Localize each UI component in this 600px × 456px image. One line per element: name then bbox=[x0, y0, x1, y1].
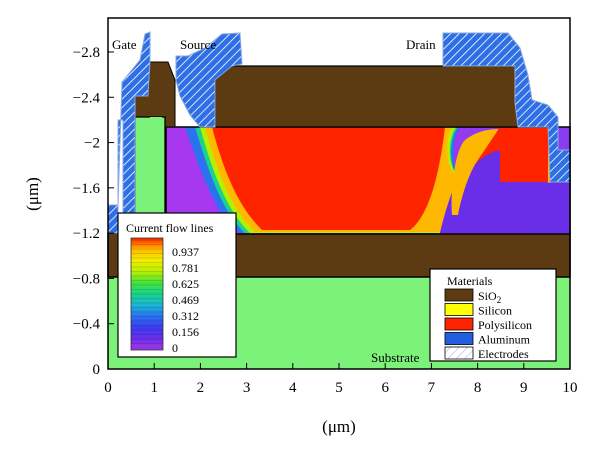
y-axis-ticks: 0 −0.4 −0.8 −1.2 −1.6 −2 −2.4 −2.8 bbox=[73, 45, 114, 378]
materials-title: Materials bbox=[447, 274, 493, 288]
y-tick-label: 0 bbox=[93, 362, 101, 378]
material-label: SiO2 bbox=[478, 289, 501, 305]
material-swatch bbox=[444, 303, 474, 316]
materials-legend: Materials SiO2SiliconPolysiliconAluminum… bbox=[429, 268, 557, 362]
material-label: Aluminum bbox=[478, 333, 531, 347]
y-tick-label: −1.6 bbox=[73, 181, 101, 197]
y-tick-label: −1.2 bbox=[73, 226, 100, 242]
colorbar-level-label: 0.469 bbox=[172, 293, 199, 307]
x-tick-label: 7 bbox=[428, 380, 436, 396]
colorbar-legend: Current flow lines 0.9370.7810.6250.4690… bbox=[117, 212, 237, 358]
x-tick-label: 0 bbox=[104, 380, 112, 396]
y-tick-label: −2.4 bbox=[73, 90, 101, 106]
colorbar-level-label: 0.156 bbox=[172, 325, 199, 339]
x-tick-label: 1 bbox=[150, 380, 158, 396]
drain-polysilicon bbox=[500, 127, 548, 182]
colorbar-level-label: 0.781 bbox=[172, 261, 199, 275]
x-tick-label: 6 bbox=[381, 380, 389, 396]
y-tick-label: −0.8 bbox=[73, 271, 100, 287]
x-axis-ticks: 0 1 2 3 4 5 6 7 8 9 10 bbox=[104, 363, 578, 396]
drain-label: Drain bbox=[406, 37, 436, 52]
y-tick-label: −0.4 bbox=[73, 317, 101, 333]
material-label: Polysilicon bbox=[478, 318, 532, 332]
y-tick-label: −2 bbox=[84, 136, 100, 152]
colorbar-level-label: 0.625 bbox=[172, 277, 199, 291]
material-swatch bbox=[444, 288, 474, 302]
flow-contour-red bbox=[212, 127, 445, 230]
colorbar-level-label: 0.937 bbox=[172, 245, 199, 259]
y-tick-label: −2.8 bbox=[73, 45, 100, 61]
material-swatch bbox=[444, 317, 474, 331]
gate-electrode bbox=[107, 31, 151, 234]
top-oxide bbox=[214, 65, 549, 128]
gate-label: Gate bbox=[112, 37, 137, 52]
colorbar-level-label: 0 bbox=[172, 341, 178, 355]
x-tick-label: 9 bbox=[520, 380, 528, 396]
x-tick-label: 3 bbox=[243, 380, 251, 396]
source-label: Source bbox=[180, 37, 216, 52]
x-tick-label: 10 bbox=[563, 380, 578, 396]
y-axis-label: (μm) bbox=[23, 177, 42, 211]
colorbar-gradient bbox=[130, 237, 164, 351]
substrate-label: Substrate bbox=[371, 350, 420, 365]
material-swatch bbox=[444, 332, 474, 345]
x-tick-label: 2 bbox=[197, 380, 205, 396]
x-tick-label: 4 bbox=[289, 380, 297, 396]
source-electrode bbox=[175, 32, 243, 128]
gate-pillar-inner bbox=[150, 117, 162, 233]
colorbar-labels: 0.937 0.781 0.625 0.469 0.312 0.156 0 bbox=[172, 245, 199, 355]
x-tick-label: 8 bbox=[474, 380, 482, 396]
x-tick-label: 5 bbox=[335, 380, 343, 396]
material-label: Silicon bbox=[478, 304, 512, 318]
colorbar-title: Current flow lines bbox=[126, 221, 214, 235]
x-axis-label: (μm) bbox=[322, 417, 356, 436]
colorbar-lines bbox=[131, 239, 163, 349]
colorbar-level-label: 0.312 bbox=[172, 309, 199, 323]
material-swatch bbox=[444, 346, 474, 360]
material-label: Electrodes bbox=[478, 347, 529, 361]
